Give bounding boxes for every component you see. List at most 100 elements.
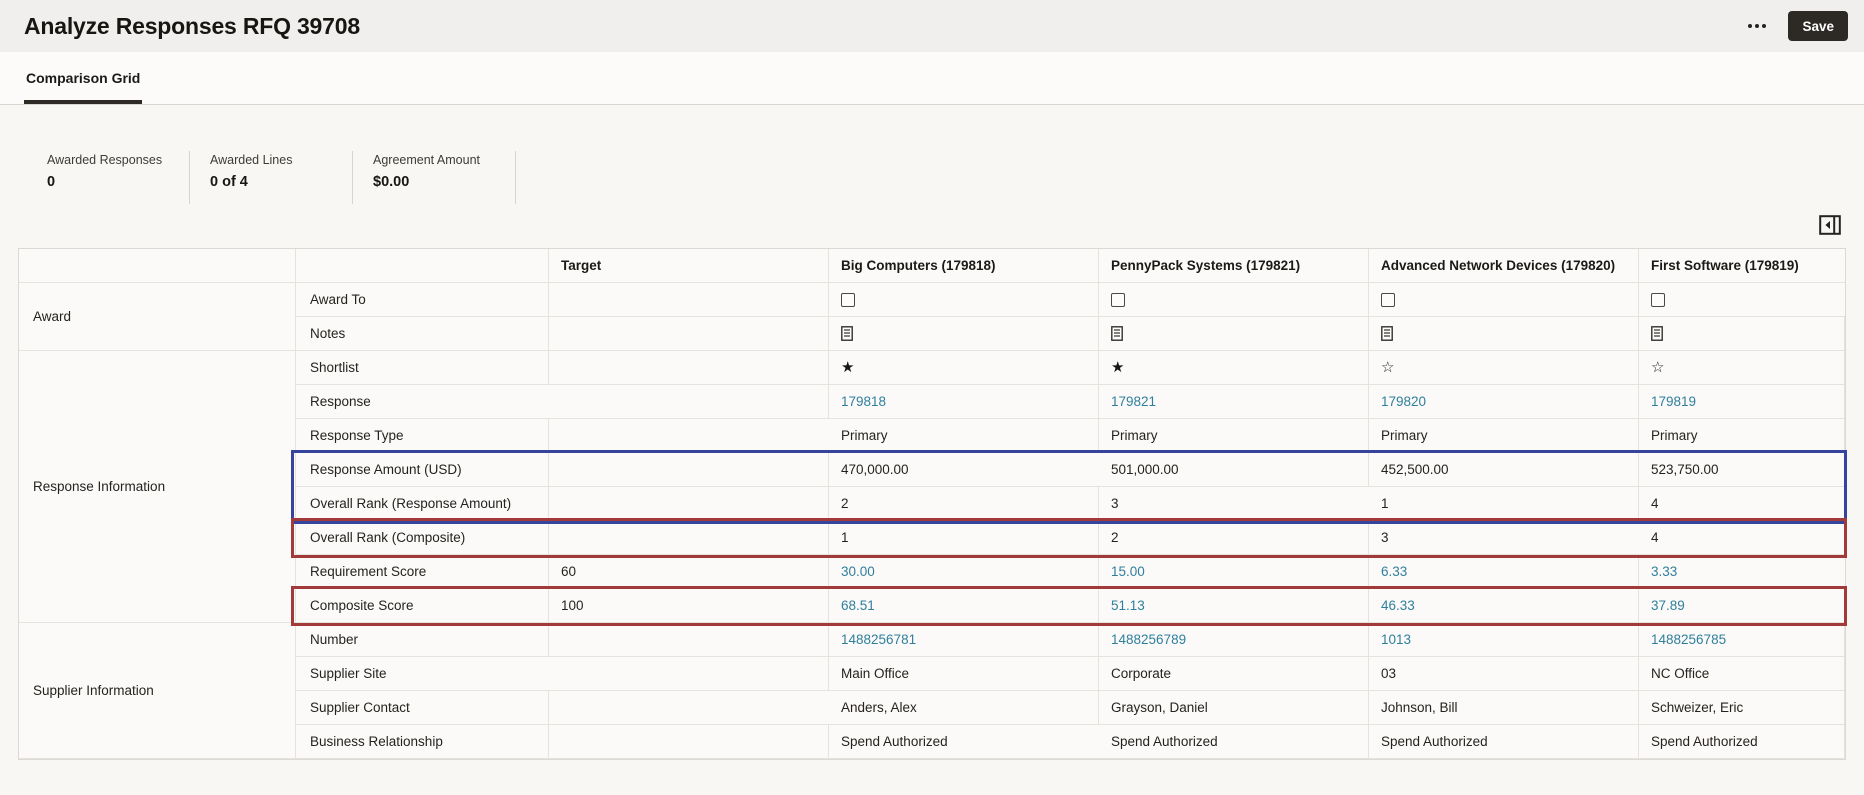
notes-icon[interactable] bbox=[1111, 326, 1123, 341]
response-link[interactable]: 179818 bbox=[841, 394, 887, 409]
award-checkbox[interactable] bbox=[1111, 292, 1125, 307]
supplier-number-link[interactable]: 1488256789 bbox=[1111, 632, 1187, 647]
response-link[interactable]: 179821 bbox=[1111, 394, 1157, 409]
cell-business-relationship-supplier-4: Spend Authorized bbox=[1639, 725, 1845, 759]
cell-composite-score-supplier-3: 46.33 bbox=[1369, 589, 1639, 623]
cell-notes-supplier-1 bbox=[829, 317, 1099, 351]
cell-supplier-site-supplier-4: NC Office bbox=[1639, 657, 1845, 691]
summary-stats: Awarded Responses 0 Awarded Lines 0 of 4… bbox=[47, 151, 1864, 204]
cell-response-type-supplier-1: Primary bbox=[829, 419, 1099, 453]
cell-response-type-supplier-3: Primary bbox=[1369, 419, 1639, 453]
cell-business-relationship-supplier-1: Spend Authorized bbox=[829, 725, 1099, 759]
requirement-score-link[interactable]: 30.00 bbox=[841, 564, 875, 579]
stat-awarded-responses: Awarded Responses 0 bbox=[47, 151, 190, 204]
cell-target-response-amount bbox=[549, 453, 829, 487]
cell-target-response bbox=[549, 385, 829, 419]
row-label-requirement-score: Requirement Score bbox=[296, 555, 549, 589]
response-link[interactable]: 179819 bbox=[1651, 394, 1697, 409]
group-award: Award bbox=[19, 283, 296, 351]
cell-number-supplier-3: 1013 bbox=[1369, 623, 1639, 657]
header-supplier-first-software: First Software (179819) bbox=[1639, 249, 1845, 283]
cell-composite-score-supplier-4: 37.89 bbox=[1639, 589, 1845, 623]
collapse-panel-left-icon bbox=[1819, 215, 1841, 235]
comparison-grid: Target Big Computers (179818) PennyPack … bbox=[18, 248, 1847, 760]
requirement-score-link[interactable]: 15.00 bbox=[1111, 564, 1145, 579]
composite-score-link[interactable]: 68.51 bbox=[841, 598, 875, 613]
cell-overall-rank-composite-supplier-2: 2 bbox=[1099, 521, 1369, 555]
cell-supplier-site-supplier-3: 03 bbox=[1369, 657, 1639, 691]
award-checkbox[interactable] bbox=[841, 292, 855, 307]
cell-notes-supplier-3 bbox=[1369, 317, 1639, 351]
stat-label: Awarded Responses bbox=[47, 153, 163, 167]
stat-agreement-amount: Agreement Amount $0.00 bbox=[373, 151, 516, 204]
notes-icon[interactable] bbox=[841, 326, 853, 341]
cell-response-type-supplier-4: Primary bbox=[1639, 419, 1845, 453]
cell-response-amount-supplier-4: 523,750.00 bbox=[1639, 453, 1845, 487]
response-link[interactable]: 179820 bbox=[1381, 394, 1427, 409]
cell-target-shortlist bbox=[549, 351, 829, 385]
composite-score-link[interactable]: 37.89 bbox=[1651, 598, 1685, 613]
shortlist-star-icon[interactable]: ★ bbox=[1111, 359, 1125, 376]
save-button[interactable]: Save bbox=[1788, 11, 1848, 41]
composite-score-link[interactable]: 46.33 bbox=[1381, 598, 1415, 613]
award-checkbox[interactable] bbox=[1651, 292, 1665, 307]
cell-supplier-contact-supplier-3: Johnson, Bill bbox=[1369, 691, 1639, 725]
stat-label: Agreement Amount bbox=[373, 153, 481, 167]
cell-overall-rank-ra-supplier-3: 1 bbox=[1369, 487, 1639, 521]
shortlist-star-icon[interactable]: ☆ bbox=[1381, 359, 1395, 376]
requirement-score-link[interactable]: 3.33 bbox=[1651, 564, 1678, 579]
cell-response-amount-supplier-3: 452,500.00 bbox=[1369, 453, 1639, 487]
more-actions-button[interactable] bbox=[1740, 11, 1774, 41]
cell-requirement-score-supplier-2: 15.00 bbox=[1099, 555, 1369, 589]
page-title: Analyze Responses RFQ 39708 bbox=[24, 12, 360, 39]
row-label-response-type: Response Type bbox=[296, 419, 549, 453]
notes-icon[interactable] bbox=[1381, 326, 1393, 341]
supplier-number-link[interactable]: 1013 bbox=[1381, 632, 1412, 647]
cell-requirement-score-supplier-4: 3.33 bbox=[1639, 555, 1845, 589]
notes-icon[interactable] bbox=[1651, 326, 1663, 341]
requirement-score-link[interactable]: 6.33 bbox=[1381, 564, 1408, 579]
stat-value: $0.00 bbox=[373, 174, 410, 190]
composite-score-link[interactable]: 51.13 bbox=[1111, 598, 1145, 613]
supplier-number-link[interactable]: 1488256785 bbox=[1651, 632, 1727, 647]
cell-target-supplier-site bbox=[549, 657, 829, 691]
cell-overall-rank-ra-supplier-1: 2 bbox=[829, 487, 1099, 521]
cell-supplier-site-supplier-1: Main Office bbox=[829, 657, 1099, 691]
tab-bar: Comparison Grid bbox=[0, 52, 1864, 105]
title-bar: Analyze Responses RFQ 39708 Save bbox=[0, 0, 1864, 52]
stat-awarded-lines: Awarded Lines 0 of 4 bbox=[210, 151, 353, 204]
collapse-panel-button[interactable] bbox=[1816, 212, 1844, 238]
shortlist-star-icon[interactable]: ★ bbox=[841, 359, 855, 376]
row-label-notes: Notes bbox=[296, 317, 549, 351]
cell-composite-score-supplier-2: 51.13 bbox=[1099, 589, 1369, 623]
stat-value: 0 of 4 bbox=[210, 174, 248, 190]
cell-shortlist-supplier-1: ★ bbox=[829, 351, 1099, 385]
cell-target-overall-rank-ra bbox=[549, 487, 829, 521]
cell-target-composite-score: 100 bbox=[549, 589, 829, 623]
row-label-award-to: Award To bbox=[296, 283, 549, 317]
header-target: Target bbox=[549, 249, 829, 283]
cell-response-amount-supplier-2: 501,000.00 bbox=[1099, 453, 1369, 487]
tab-comparison-grid[interactable]: Comparison Grid bbox=[24, 70, 143, 104]
cell-overall-rank-ra-supplier-4: 4 bbox=[1639, 487, 1845, 521]
cell-response-amount-supplier-1: 470,000.00 bbox=[829, 453, 1099, 487]
award-checkbox[interactable] bbox=[1381, 292, 1395, 307]
cell-overall-rank-ra-supplier-2: 3 bbox=[1099, 487, 1369, 521]
row-label-overall-rank-response-amount: Overall Rank (Response Amount) bbox=[296, 487, 549, 521]
row-label-response-amount: Response Amount (USD) bbox=[296, 453, 549, 487]
stat-label: Awarded Lines bbox=[210, 153, 293, 167]
row-label-response: Response bbox=[296, 385, 549, 419]
cell-overall-rank-composite-supplier-3: 3 bbox=[1369, 521, 1639, 555]
cell-overall-rank-composite-supplier-1: 1 bbox=[829, 521, 1099, 555]
cell-business-relationship-supplier-2: Spend Authorized bbox=[1099, 725, 1369, 759]
supplier-number-link[interactable]: 1488256781 bbox=[841, 632, 917, 647]
shortlist-star-icon[interactable]: ☆ bbox=[1651, 359, 1665, 376]
row-label-supplier-site: Supplier Site bbox=[296, 657, 549, 691]
cell-supplier-contact-supplier-2: Grayson, Daniel bbox=[1099, 691, 1369, 725]
cell-number-supplier-1: 1488256781 bbox=[829, 623, 1099, 657]
header-supplier-big-computers: Big Computers (179818) bbox=[829, 249, 1099, 283]
row-label-number: Number bbox=[296, 623, 549, 657]
header-supplier-advanced-network: Advanced Network Devices (179820) bbox=[1369, 249, 1639, 283]
stat-value: 0 bbox=[47, 174, 56, 190]
cell-response-type-supplier-2: Primary bbox=[1099, 419, 1369, 453]
